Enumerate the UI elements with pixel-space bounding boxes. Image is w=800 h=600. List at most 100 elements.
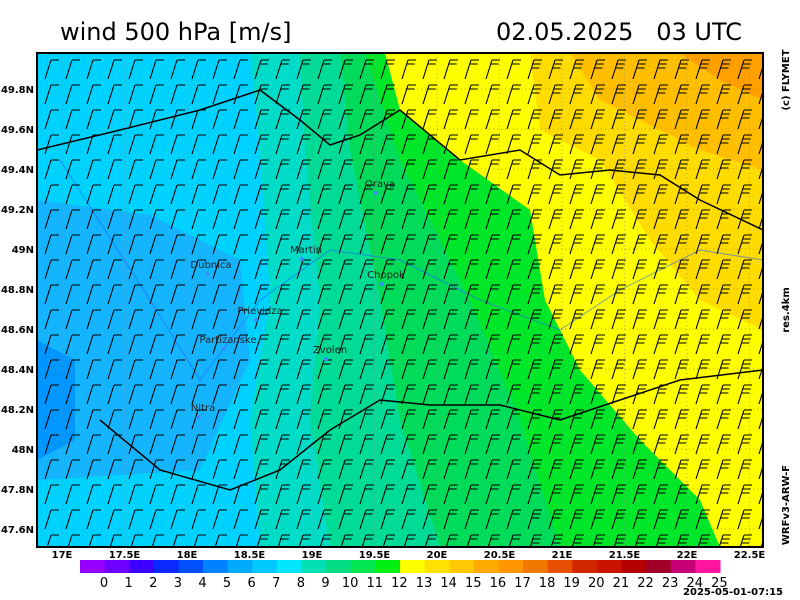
barb — [569, 459, 584, 480]
barb — [590, 459, 605, 480]
barb — [275, 109, 290, 130]
barb — [254, 134, 269, 155]
barb — [716, 109, 731, 130]
barb — [212, 84, 227, 105]
barb — [65, 484, 80, 505]
barb — [254, 234, 269, 255]
barb — [67, 534, 80, 547]
barb — [170, 309, 185, 330]
place-marker — [380, 282, 384, 286]
barb — [212, 159, 227, 180]
barb — [359, 184, 374, 205]
lon-label: 21.5E — [609, 550, 641, 561]
lat-label: 48.2N — [1, 405, 34, 416]
barb — [548, 384, 563, 405]
barb — [254, 434, 269, 455]
barb — [422, 384, 437, 405]
barb — [128, 209, 143, 230]
barb — [464, 434, 479, 455]
barb — [716, 434, 731, 455]
place-marker — [222, 347, 226, 351]
barb — [359, 234, 374, 255]
barb — [695, 234, 710, 255]
barb — [212, 384, 227, 405]
barb — [191, 159, 206, 180]
barb — [653, 84, 668, 105]
barb — [485, 409, 500, 430]
lat-label: 48.4N — [1, 365, 34, 376]
barb — [149, 259, 164, 280]
barb — [338, 284, 353, 305]
barb — [653, 409, 668, 430]
barb — [44, 334, 59, 355]
barb — [65, 359, 80, 380]
barb — [191, 434, 206, 455]
barb — [361, 534, 374, 547]
barb — [191, 334, 206, 355]
barb — [149, 184, 164, 205]
barb — [613, 534, 626, 547]
barb — [653, 334, 668, 355]
barb — [317, 234, 332, 255]
barb — [296, 284, 311, 305]
barb — [443, 59, 458, 80]
barb — [359, 109, 374, 130]
barb — [401, 109, 416, 130]
barb — [128, 159, 143, 180]
legend-label: 8 — [297, 576, 305, 591]
barb — [527, 209, 542, 230]
barb — [44, 134, 59, 155]
barb — [632, 509, 647, 530]
barb — [632, 234, 647, 255]
barb — [676, 534, 689, 547]
barb — [632, 359, 647, 380]
barb — [191, 234, 206, 255]
legend-swatch — [695, 560, 721, 573]
barb — [107, 59, 122, 80]
barb — [275, 284, 290, 305]
barb — [466, 534, 479, 547]
barb — [401, 209, 416, 230]
barb — [86, 284, 101, 305]
barb — [695, 59, 710, 80]
barb — [527, 84, 542, 105]
legend-label: 22 — [637, 576, 654, 591]
legend-label: 12 — [391, 576, 408, 591]
barb — [233, 284, 248, 305]
barb — [548, 259, 563, 280]
barb — [380, 109, 395, 130]
barb — [422, 234, 437, 255]
barb — [506, 434, 521, 455]
barb — [380, 184, 395, 205]
barb — [275, 384, 290, 405]
barb — [611, 284, 626, 305]
barb — [296, 159, 311, 180]
barb — [44, 59, 59, 80]
lon-label: 22E — [677, 550, 698, 561]
barb — [464, 359, 479, 380]
barb — [485, 434, 500, 455]
barb — [191, 384, 206, 405]
barb — [632, 209, 647, 230]
barb — [422, 434, 437, 455]
barb — [380, 484, 395, 505]
barb — [296, 309, 311, 330]
barb — [485, 359, 500, 380]
barb — [548, 484, 563, 505]
barb — [611, 84, 626, 105]
barb — [569, 234, 584, 255]
barb — [254, 259, 269, 280]
lon-label: 18E — [177, 550, 198, 561]
barb — [149, 459, 164, 480]
legend-label: 10 — [342, 576, 359, 591]
barb — [86, 459, 101, 480]
legend-swatch — [227, 560, 253, 573]
barb — [590, 259, 605, 280]
barb — [149, 409, 164, 430]
barb — [632, 84, 647, 105]
barb — [359, 134, 374, 155]
barb — [338, 109, 353, 130]
barb — [296, 209, 311, 230]
barb — [275, 434, 290, 455]
barb — [338, 234, 353, 255]
